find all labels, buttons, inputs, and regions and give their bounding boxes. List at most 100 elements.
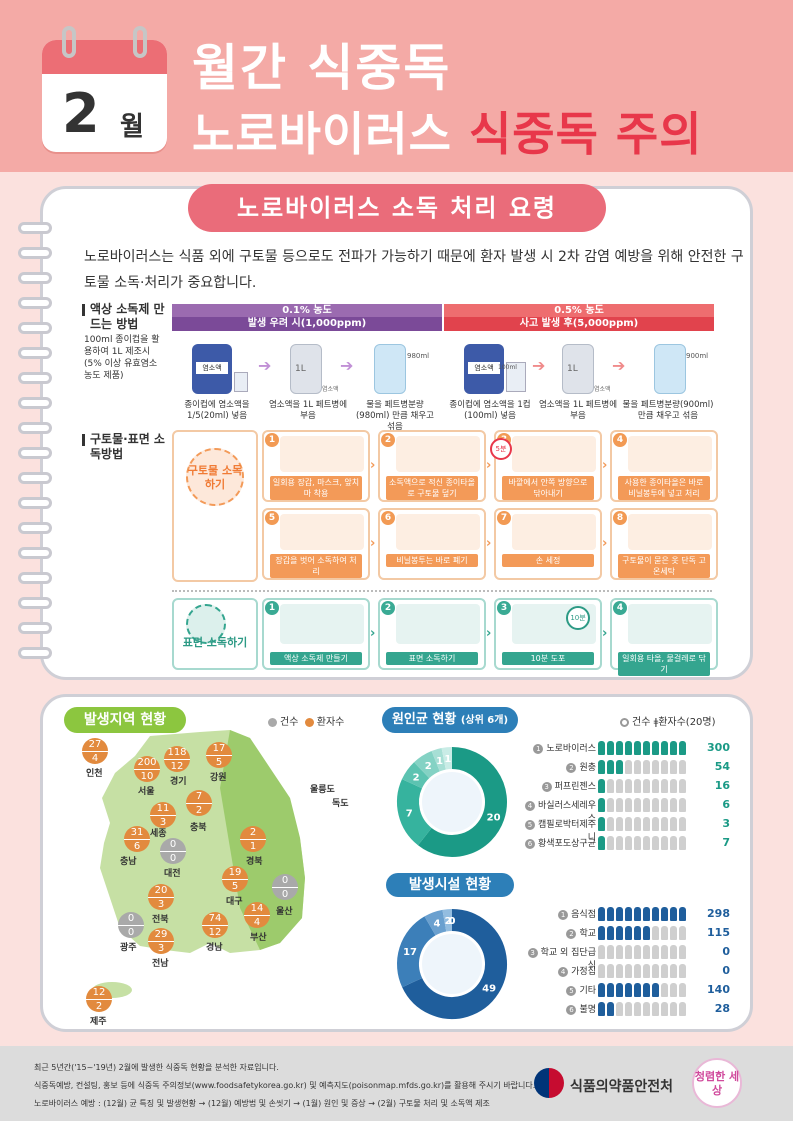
region-name: 충북	[190, 823, 207, 833]
facility-slice-label: 0	[449, 916, 456, 927]
spiral-ring	[18, 422, 52, 434]
pathogen-legend: 건수 ǂ환자수(20명)	[620, 713, 716, 728]
region-marker: 19 5	[222, 866, 248, 892]
spiral-ring	[18, 597, 52, 609]
right-step-1: 종이컵에 염소액을 1컵(100ml) 넣음	[449, 400, 531, 421]
step-illustration	[396, 436, 480, 472]
paper-cup-icon	[234, 372, 248, 392]
person-icon	[625, 907, 632, 921]
spiral-ring	[18, 622, 52, 634]
row-value: 140	[707, 983, 730, 996]
person-icon	[670, 760, 677, 774]
person-icon	[616, 817, 623, 831]
row-label: 1 음식점	[524, 907, 596, 920]
chevron-right-icon: ›	[370, 458, 376, 473]
person-icon	[643, 836, 650, 850]
pathogen-slice-label: 2	[413, 772, 420, 783]
person-icon	[598, 964, 605, 978]
facility-slice-label: 4	[433, 919, 440, 930]
pathogen-subtitle: (상위 6개)	[460, 715, 509, 726]
step-label: 일회용 장갑, 마스크, 앞치마 착용	[270, 476, 362, 500]
person-icon	[634, 836, 641, 850]
region-marker: 29 3	[148, 928, 174, 954]
bottle-label: 염소액	[468, 362, 500, 374]
row-label: 2 원충	[524, 760, 596, 773]
pathogen-slice	[418, 747, 507, 857]
row-number-icon: 2	[566, 929, 577, 939]
row-number-icon: 6	[566, 1005, 577, 1015]
month-number: 2	[62, 82, 100, 145]
region-name: 경기	[170, 777, 187, 787]
step-number: 1	[265, 601, 279, 615]
person-icon	[652, 798, 659, 812]
pathogen-title-text: 원인균 현황	[391, 712, 457, 727]
person-icon	[616, 760, 623, 774]
person-icon	[652, 964, 659, 978]
ml-label-left: 980ml	[407, 352, 430, 360]
region-marker: 74 12	[202, 912, 228, 938]
marker-cases: 0	[118, 912, 144, 926]
person-icon	[652, 741, 659, 755]
step-number: 2	[381, 433, 395, 447]
spiral-ring	[18, 572, 52, 584]
marker-cases: 19	[222, 866, 248, 880]
person-icon	[643, 907, 650, 921]
liquid-note: 100ml 종이컵을 활용하여 1L 제조시 (5% 이상 유효염소 농도 제품…	[84, 335, 160, 381]
person-icon	[634, 926, 641, 940]
marker-patients: 2	[95, 1001, 103, 1012]
spiral-ring	[18, 397, 52, 409]
surface-group-label: 표면 소독하기	[182, 636, 248, 649]
person-icon	[598, 983, 605, 997]
person-icon	[634, 779, 641, 793]
person-icon	[607, 964, 614, 978]
month-unit: 월	[120, 112, 144, 142]
person-icon	[616, 836, 623, 850]
person-icon	[634, 760, 641, 774]
marker-cases: 0	[272, 874, 298, 888]
row-name: 퍼프린젠스	[554, 782, 596, 792]
person-icon	[652, 836, 659, 850]
person-icon	[670, 817, 677, 831]
spray-icon	[186, 604, 226, 644]
person-icon	[679, 760, 686, 774]
pictogram-row	[598, 944, 688, 963]
person-icon	[643, 1002, 650, 1016]
person-icon	[616, 1002, 623, 1016]
person-icon	[607, 907, 614, 921]
marker-patients: 1	[249, 841, 257, 852]
person-icon	[634, 1002, 641, 1016]
region-marker: 14 4	[244, 902, 270, 928]
left-step-2: 염소액을 1L 페트병에 부음	[268, 400, 348, 421]
marker-patients: 3	[159, 817, 167, 828]
row-number-icon: 4	[525, 801, 536, 811]
pictogram-row	[598, 906, 688, 925]
person-icon	[679, 741, 686, 755]
chevron-right-icon: ›	[602, 536, 608, 551]
row-number-icon: 1	[558, 910, 569, 920]
step-illustration	[280, 514, 364, 550]
row-name: 캠필로박터제주니	[538, 820, 596, 843]
marker-cases: 74	[202, 912, 228, 926]
row-number-icon: 5	[566, 986, 577, 996]
bottle-label: 염소액	[196, 362, 228, 374]
page-title: 월간 식중독	[192, 39, 452, 97]
marker-patients: 3	[157, 943, 165, 954]
step-illustration	[396, 514, 480, 550]
slogan-logo: 청렴한 세상	[692, 1058, 742, 1108]
pictogram-row	[598, 778, 688, 797]
row-name: 학교	[579, 929, 596, 939]
step-illustration	[628, 514, 712, 550]
marker-patients: 5	[231, 881, 239, 892]
person-icon	[616, 945, 623, 959]
filled-bottle-icon	[374, 344, 406, 394]
row-label: 3 퍼프린젠스	[524, 779, 596, 792]
arrow-right-icon: ➔	[340, 356, 354, 375]
pet-bottle-icon	[290, 344, 322, 394]
divider	[172, 590, 712, 592]
timer-icon: 10분	[566, 606, 590, 630]
pictogram-row	[598, 1001, 688, 1020]
person-icon	[670, 779, 677, 793]
